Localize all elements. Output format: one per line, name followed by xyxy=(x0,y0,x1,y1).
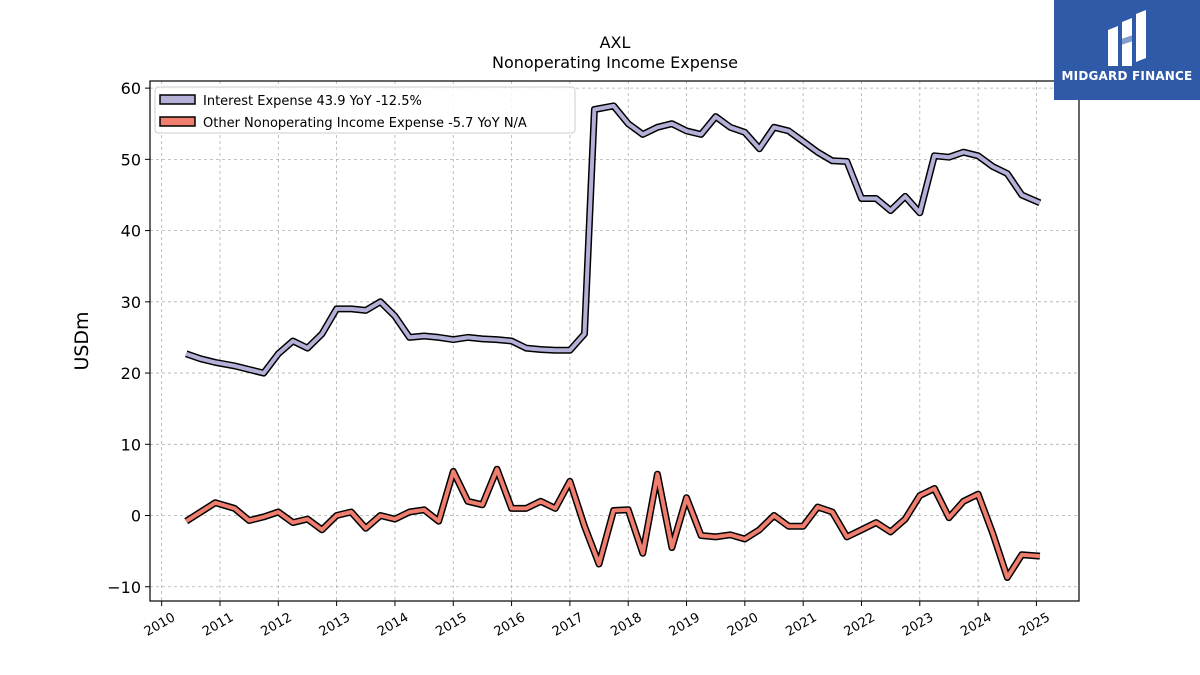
x-tick-label: 2016 xyxy=(492,610,528,640)
grid-lines xyxy=(150,81,1079,601)
legend-frame xyxy=(154,86,576,134)
x-tick-label: 2015 xyxy=(433,610,469,640)
x-tick-label: 2010 xyxy=(142,610,178,640)
x-tick-label: 2022 xyxy=(842,610,878,640)
series-line-1 xyxy=(185,467,1041,580)
x-tick-label: 2023 xyxy=(900,610,936,640)
brand-logo: MIDGARD FINANCE xyxy=(1054,0,1200,100)
chart-subtitle: Nonoperating Income Expense xyxy=(492,53,738,72)
x-axis-ticks: 2010 2011 2012 2013 2014 2015 2016 2017 2018 2019… xyxy=(142,601,1053,640)
series-outline-0 xyxy=(185,102,1042,377)
legend-label-other-nonoperating: Other Nonoperating Income Expense -5.7 Y… xyxy=(203,116,527,131)
y-tick-label: 10 xyxy=(121,435,141,454)
y-tick-label: 0 xyxy=(131,507,141,526)
legend: Interest Expense 43.9 YoY -12.5% Other N… xyxy=(154,86,576,134)
series-lines xyxy=(184,102,1042,581)
brand-name: MIDGARD FINANCE xyxy=(1061,69,1193,83)
y-tick-label: 50 xyxy=(121,150,141,169)
x-tick-label: 2025 xyxy=(1017,610,1053,640)
legend-label-interest-expense: Interest Expense 43.9 YoY -12.5% xyxy=(203,94,422,109)
x-tick-label: 2019 xyxy=(667,610,703,640)
legend-swatch-other-nonoperating xyxy=(159,116,196,127)
y-axis-label: USDm xyxy=(71,311,93,370)
x-tick-label: 2017 xyxy=(550,610,586,640)
x-tick-label: 2020 xyxy=(725,610,761,640)
y-tick-label: 30 xyxy=(121,293,141,312)
x-tick-label: 2024 xyxy=(958,610,994,640)
y-tick-label: 60 xyxy=(121,79,141,98)
x-tick-label: 2011 xyxy=(200,610,236,640)
plot-frame xyxy=(149,80,1080,602)
x-tick-label: 2021 xyxy=(783,610,819,640)
series-line-0 xyxy=(185,103,1041,376)
x-tick-label: 2014 xyxy=(375,610,411,640)
y-axis-ticks: −10 0 10 20 30 40 50 60 xyxy=(107,79,150,597)
chart-title: AXL xyxy=(600,33,631,52)
y-tick-label: −10 xyxy=(107,578,141,597)
y-tick-label: 40 xyxy=(121,222,141,241)
y-tick-label: 20 xyxy=(121,364,141,383)
legend-swatch-interest-expense xyxy=(159,94,196,105)
midgard-logo-icon xyxy=(1108,10,1146,66)
x-tick-label: 2012 xyxy=(258,610,294,640)
x-tick-label: 2018 xyxy=(608,610,644,640)
x-tick-label: 2013 xyxy=(317,610,353,640)
